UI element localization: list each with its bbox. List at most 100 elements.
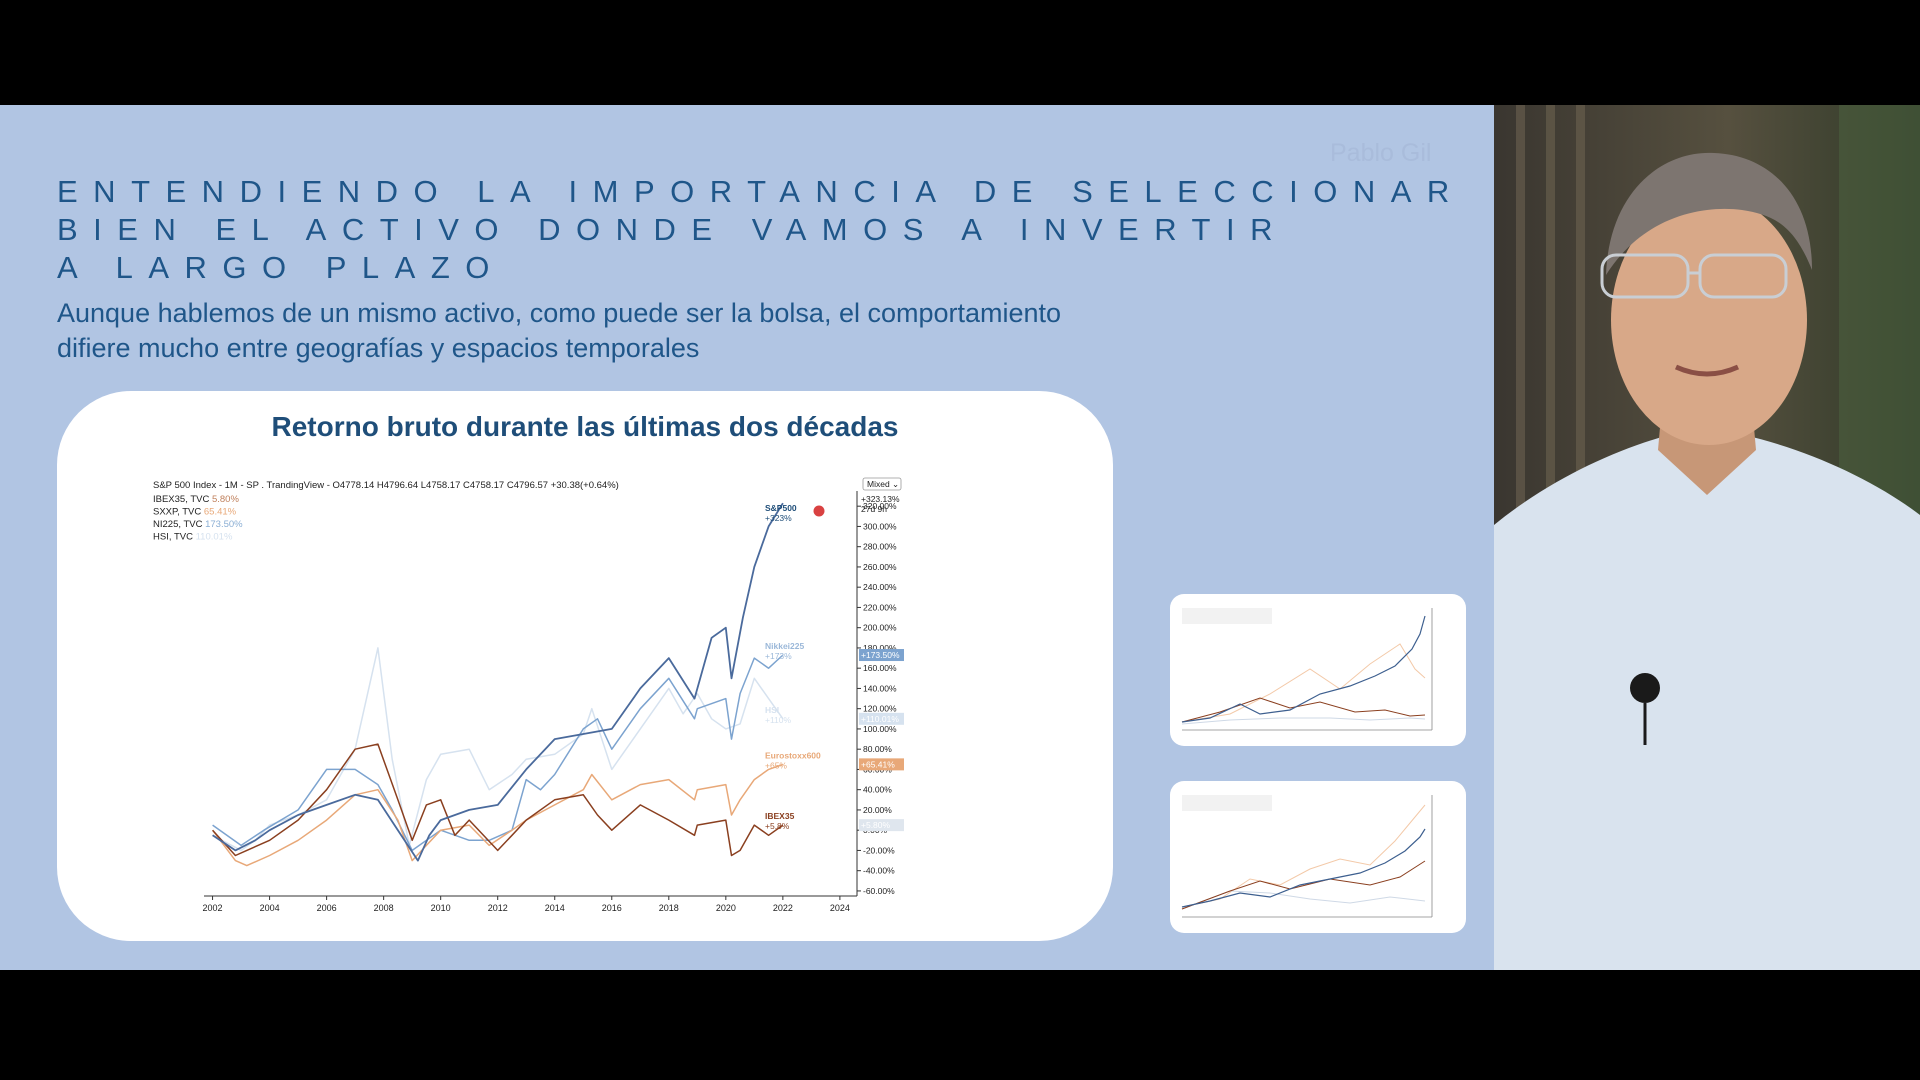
glasses-icon	[1600, 253, 1690, 299]
thumbnail-chart-1	[1181, 608, 1433, 731]
chart-header: S&P 500 Index - 1M - SP . TrandingView -…	[153, 480, 619, 491]
watermark: Pablo Gil	[1330, 139, 1432, 167]
series-line-sp500	[212, 502, 784, 862]
returns-chart: 2002 2004 2006 2008 2010 2012 2014 2016 2018 2020…	[153, 477, 904, 913]
legend-label: HSI, TVC	[153, 532, 196, 543]
value-badge	[859, 649, 904, 662]
legend-entry: IBEX35, TVC 5.80%	[153, 494, 239, 505]
series-line-eurostoxx600	[211, 763, 784, 867]
slide-subtitle: Aunque hablemos de un mismo activo, como…	[57, 296, 1237, 366]
y-tick-label: 80.00%	[863, 744, 892, 754]
x-tick-label: 2004	[260, 903, 280, 913]
window-blind	[1546, 105, 1555, 575]
x-tick-label: 2016	[602, 903, 622, 913]
legend-label: IBEX35, TVC	[153, 494, 212, 505]
value-badge-text: +65.41%	[861, 759, 895, 769]
legend-value: 5.80%	[212, 494, 239, 505]
slide-headline: ENTENDIENDO LA IMPORTANCIA DE SELECCIONA…	[57, 173, 1465, 287]
series-end-value: +5.8%	[765, 821, 790, 831]
series-end-value: +110%	[765, 715, 792, 725]
legend-label: NI225, TVC	[153, 519, 205, 530]
series-end-value: +173%	[765, 651, 792, 661]
window-blind	[1516, 105, 1525, 575]
y-tick-label: 240.00%	[863, 582, 897, 592]
last-value-label: +323.13%	[861, 494, 900, 504]
slide: Pablo Gil ENTENDIENDO LA IMPORTANCIA DE …	[0, 105, 1494, 970]
value-badge	[859, 758, 904, 771]
y-tick-label: 200.00%	[863, 623, 897, 633]
value-badge-text: +110.01%	[861, 714, 899, 724]
speaker-shirt	[1494, 435, 1920, 970]
thumbnail-line	[1181, 828, 1426, 908]
chart-card-title: Retorno bruto durante las últimas dos dé…	[271, 411, 899, 442]
y-tick-label: 20.00%	[863, 805, 892, 815]
value-badge	[859, 819, 904, 832]
speaker-face	[1611, 195, 1807, 445]
thumbnail-legend	[1182, 795, 1272, 811]
speaker-hair	[1606, 152, 1812, 275]
x-tick-label: 2002	[203, 903, 223, 913]
y-tick-label: -20.00%	[863, 845, 895, 855]
y-tick-label: 140.00%	[863, 683, 897, 693]
series-end-label: Eurostoxx600	[765, 750, 821, 760]
value-badge-text: +173.50%	[861, 650, 900, 660]
y-tick-label: 320.00%	[863, 501, 897, 511]
x-tick-label: 2018	[659, 903, 679, 913]
legend-entry: NI225, TVC 173.50%	[153, 519, 243, 530]
thumbnail-line	[1181, 890, 1426, 910]
thumbnail-line	[1181, 804, 1426, 908]
thumbnail-chart-2	[1181, 795, 1433, 918]
series-line-hsi	[212, 647, 784, 852]
thumbnail-line	[1181, 643, 1426, 723]
chart-thumbnail-1[interactable]	[1170, 594, 1466, 746]
legend-entry: SXXP, TVC 65.41%	[153, 507, 237, 518]
thumbnail-line	[1181, 860, 1426, 910]
series-end-label: Nikkei225	[765, 641, 804, 651]
y-tick-label: 220.00%	[863, 602, 897, 612]
background-foliage	[1839, 105, 1920, 525]
y-tick-label: -40.00%	[863, 866, 895, 876]
x-tick-label: 2012	[488, 903, 508, 913]
series-end-label: IBEX35	[765, 811, 795, 821]
x-tick-label: 2022	[773, 903, 793, 913]
y-tick-label: 280.00%	[863, 542, 897, 552]
y-tick-label: 160.00%	[863, 663, 897, 673]
chart-card: Retorno bruto durante las últimas dos dé…	[57, 391, 1113, 941]
x-tick-label: 2006	[317, 903, 337, 913]
glasses-icon	[1698, 253, 1788, 299]
x-tick-label: 2020	[716, 903, 736, 913]
chart-thumbnail-2[interactable]	[1170, 781, 1466, 933]
y-tick-label: -60.00%	[863, 886, 895, 896]
presenter-pointer-icon	[813, 505, 825, 517]
legend-value: 65.41%	[204, 507, 237, 518]
countdown-label: 27d 9h	[861, 504, 887, 514]
headline-line: ENTENDIENDO LA IMPORTANCIA DE SELECCIONA…	[57, 174, 1465, 209]
value-badge	[859, 712, 904, 725]
subtitle-line: Aunque hablemos de un mismo activo, como…	[57, 298, 1062, 328]
thumbnail-line	[1181, 717, 1426, 725]
x-tick-label: 2008	[374, 903, 394, 913]
thumbnail-legend	[1182, 608, 1272, 624]
y-tick-label: 100.00%	[863, 724, 897, 734]
legend-entry: HSI, TVC 110.01%	[153, 532, 233, 543]
y-tick-label: 300.00%	[863, 521, 897, 531]
series-end-label: S&P500	[765, 503, 797, 513]
legend-value: 173.50%	[205, 519, 243, 530]
window-blind	[1576, 105, 1585, 575]
series-end-value: +323%	[765, 513, 792, 523]
y-tick-label: 260.00%	[863, 562, 897, 572]
headline-line: A LARGO PLAZO	[57, 250, 505, 285]
series-line-nikkei225	[212, 654, 784, 852]
legend-value: 110.01%	[196, 532, 233, 543]
speaker-mouth	[1674, 364, 1740, 377]
thumbnail-line	[1181, 615, 1426, 723]
series-end-label: HSI	[765, 705, 779, 715]
speaker-video	[1494, 105, 1920, 970]
value-badge-text: +5.80%	[861, 820, 891, 830]
legend-label: SXXP, TVC	[153, 507, 204, 518]
mode-selector	[862, 477, 902, 491]
y-tick-label: 180.00%	[863, 643, 897, 653]
x-tick-label: 2014	[545, 903, 565, 913]
x-tick-label: 2010	[431, 903, 451, 913]
subtitle-line: difiere mucho entre geografías y espacio…	[57, 333, 700, 363]
